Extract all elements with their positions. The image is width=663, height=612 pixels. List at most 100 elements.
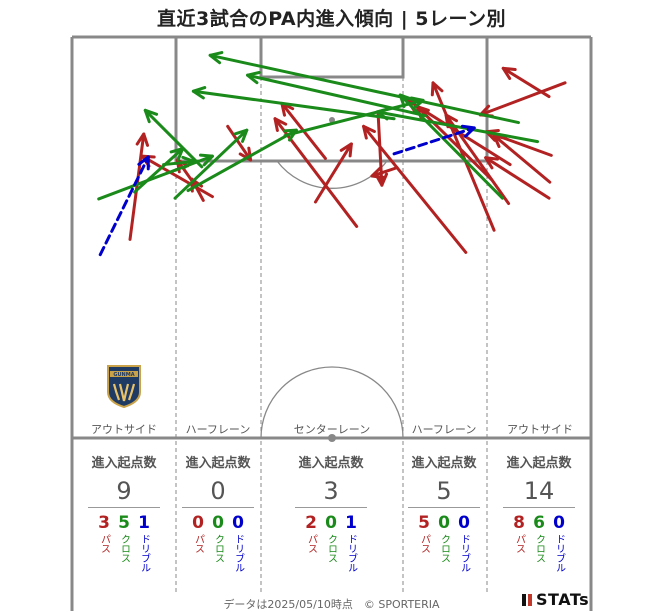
arrow-shaft xyxy=(484,156,551,200)
stat-divider xyxy=(295,507,367,508)
stat-total: 0 xyxy=(210,477,226,505)
pass-arrow xyxy=(140,154,214,199)
arrow-head xyxy=(273,117,288,132)
penalty-spot xyxy=(329,117,335,123)
arrow-head xyxy=(135,132,150,147)
arrow-head xyxy=(484,156,500,170)
arrow-head xyxy=(430,81,444,97)
entry-arrows xyxy=(97,51,567,257)
stats-center: 進入起点数 3 2 パス 0 クロス 1 ドリブル xyxy=(291,452,371,572)
arrow-shaft xyxy=(173,128,249,200)
stat-dribble-count: 0 xyxy=(458,513,470,533)
arrow-head xyxy=(208,51,224,65)
arrow-shaft xyxy=(362,124,468,254)
arrow-head xyxy=(137,155,150,171)
arrow-head xyxy=(181,155,196,170)
arrow-head xyxy=(140,154,156,168)
arrow-shaft xyxy=(208,53,520,125)
stat-cross-count: 0 xyxy=(325,513,337,533)
cross-arrow xyxy=(246,70,427,118)
arrow-head xyxy=(198,153,214,167)
arrow-head xyxy=(375,107,391,121)
lane-name-center: センターレーン xyxy=(293,423,371,436)
pass-arrow xyxy=(226,124,253,162)
stat-dribble-count: 1 xyxy=(345,513,357,533)
centre-circle xyxy=(260,366,404,439)
arrow-head xyxy=(282,128,298,142)
arrow-head xyxy=(374,172,389,187)
cross-arrow xyxy=(398,93,504,200)
arrow-head xyxy=(143,108,159,124)
lane-name-halfspace-left: ハーフレーン xyxy=(185,423,251,436)
footer-note: データは2025/05/10時点 © SPORTERIA xyxy=(223,598,440,611)
pass-arrow xyxy=(501,66,551,99)
dribble-arrow xyxy=(392,124,476,156)
lane-name-outside-right: アウトサイド xyxy=(507,423,573,436)
arrow-head xyxy=(460,124,476,138)
arrow-shaft xyxy=(162,160,196,167)
pass-arrow xyxy=(478,81,567,118)
stat-header: 進入起点数 xyxy=(185,456,251,471)
arrow-head xyxy=(362,124,376,140)
arrow-head xyxy=(370,166,386,180)
arrow-shaft xyxy=(246,73,427,118)
stat-header: 進入起点数 xyxy=(91,456,157,471)
stat-pass-label: パス xyxy=(513,534,525,553)
lane-name-outside-left: アウトサイド xyxy=(91,423,157,436)
stats-brand-logo: STATs xyxy=(522,590,589,609)
stat-cross-count: 5 xyxy=(118,513,130,533)
page-title: 直近3試合のPA内進入傾向 | 5レーン別 xyxy=(156,8,507,30)
arrow-shaft xyxy=(190,177,205,202)
stats-logo-text: STATs xyxy=(536,590,590,609)
cross-arrow xyxy=(173,128,249,200)
stat-dribble-label: ドリブル xyxy=(553,534,565,572)
lane-name-halfspace-right: ハーフレーン xyxy=(411,423,477,436)
club-logo: GUNMA xyxy=(106,362,142,412)
stat-dribble-label: ドリブル xyxy=(232,534,244,572)
arrow-shaft xyxy=(226,124,253,162)
cross-arrow xyxy=(143,108,204,169)
arrow-shaft xyxy=(478,81,567,117)
lane-dividers xyxy=(175,77,488,595)
cross-arrow xyxy=(208,51,520,125)
stat-pass-count: 5 xyxy=(418,513,430,533)
arrow-shaft xyxy=(140,154,214,199)
arrow-head xyxy=(339,142,353,158)
cross-arrow xyxy=(191,86,396,121)
club-logo-text: GUNMA xyxy=(113,372,134,378)
stat-divider xyxy=(88,507,160,508)
arrow-head xyxy=(238,146,253,162)
arrow-shaft xyxy=(98,155,150,257)
stat-pass-label: パス xyxy=(305,534,317,553)
arrow-head xyxy=(501,66,517,80)
stat-dribble-label: ドリブル xyxy=(345,534,357,572)
stat-divider xyxy=(503,507,575,508)
arrow-head xyxy=(246,70,261,85)
stat-cross-count: 6 xyxy=(533,513,545,533)
stat-header: 進入起点数 xyxy=(411,456,477,471)
stat-cross-count: 0 xyxy=(438,513,450,533)
stat-divider xyxy=(408,507,480,508)
stat-header: 進入起点数 xyxy=(506,456,572,471)
stat-dribble-count: 0 xyxy=(232,513,244,533)
cross-arrow xyxy=(375,107,540,144)
stat-total: 14 xyxy=(523,477,555,505)
arrow-shaft xyxy=(186,128,298,193)
cross-arrow xyxy=(162,155,196,170)
stat-pass-count: 2 xyxy=(305,513,317,533)
arrow-shaft xyxy=(501,66,551,99)
arrow-shaft xyxy=(313,142,353,204)
stat-cross-label: クロス xyxy=(438,534,450,563)
stat-pass-label: パス xyxy=(192,534,204,553)
stats-logo-mark xyxy=(528,594,532,606)
stats-outside-right: 進入起点数 14 8 パス 6 クロス 0 ドリブル xyxy=(499,452,579,572)
pass-arrow xyxy=(415,105,494,182)
pass-arrow xyxy=(313,142,353,204)
stat-pass-count: 3 xyxy=(98,513,110,533)
arrow-shaft xyxy=(143,108,204,169)
stat-cross-label: クロス xyxy=(533,534,545,563)
dribble-arrow xyxy=(98,155,150,257)
stat-cross-label: クロス xyxy=(325,534,337,563)
stat-dribble-label: ドリブル xyxy=(138,534,150,572)
